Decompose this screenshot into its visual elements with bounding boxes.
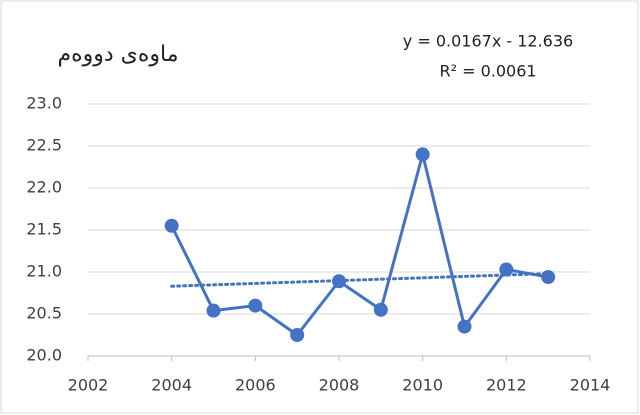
trend-r2: R² = 0.0061 (439, 62, 536, 81)
x-tick-label: 2006 (235, 376, 276, 395)
x-tick-label: 2014 (570, 376, 611, 395)
marker (499, 262, 514, 277)
marker (248, 298, 263, 313)
trend-equation: y = 0.0167x - 12.636 (403, 32, 573, 51)
marker (415, 147, 430, 162)
series-line (170, 152, 549, 337)
x-tick-label: 2002 (68, 376, 109, 395)
y-tick-label: 20.0 (26, 346, 62, 365)
x-tick-label: 2004 (151, 376, 192, 395)
marker (206, 303, 221, 318)
x-tick-label: 2010 (402, 376, 443, 395)
y-tick-label: 23.0 (26, 94, 62, 113)
marker (457, 319, 472, 334)
y-tick-label: 21.0 (26, 262, 62, 281)
marker (164, 218, 179, 233)
marker (290, 328, 305, 342)
x-tick-label: 2012 (486, 376, 527, 395)
y-tick-label: 22.0 (26, 178, 62, 197)
y-tick-label: 20.5 (26, 304, 62, 323)
y-tick-label: 21.5 (26, 220, 62, 239)
marker (373, 302, 388, 317)
marker (541, 270, 556, 285)
y-tick-label: 22.5 (26, 136, 62, 155)
x-tick-label: 2008 (319, 376, 360, 395)
chart-title: ماوەی دووەم (57, 42, 178, 67)
trendline (170, 272, 550, 288)
